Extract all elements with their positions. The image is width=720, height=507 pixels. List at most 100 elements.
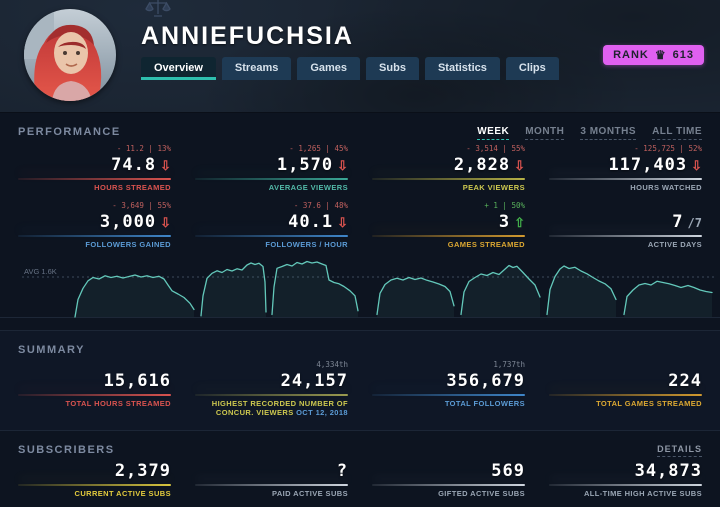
time-range-month[interactable]: MONTH (525, 126, 565, 140)
tab-games[interactable]: Games (297, 57, 361, 80)
stat-hours-watched: - 125,725 | 52% 117,403 ⇩ HOURS WATCHED (549, 144, 702, 192)
stat-value: 40.1 (288, 212, 334, 233)
stat-value: 74.8 (111, 155, 157, 175)
stat-change: - 11.2 | 13% (116, 144, 171, 153)
stat-change: - 125,725 | 52% (634, 144, 702, 153)
rank-label: RANK (613, 49, 649, 61)
tab-clips[interactable]: Clips (505, 57, 559, 80)
stat-value: 34,873 (634, 461, 702, 481)
stat-label: PAID ACTIVE SUBS (272, 489, 348, 498)
stat-value: 1,570 (276, 155, 334, 175)
stat-rank (549, 360, 702, 371)
stat-value: 3 (498, 212, 511, 233)
stat-underline (549, 484, 702, 486)
stat-underline (18, 178, 171, 180)
profile-tabs: Overview Streams Games Subs Statistics Clips (141, 57, 559, 80)
stat-average-viewers: - 1,265 | 45% 1,570 ⇩ AVERAGE VIEWERS (195, 144, 348, 192)
viewers-line-session (271, 260, 359, 316)
up-arrow-icon: ⇧ (514, 215, 525, 231)
stat-label: AVERAGE VIEWERS (268, 183, 348, 192)
time-range-week[interactable]: WEEK (477, 126, 510, 140)
stat-value-suffix: /7 (687, 216, 702, 231)
stat-change: - 3,649 | 55% (112, 201, 171, 211)
stat-change: + 1 | 50% (484, 201, 525, 211)
tab-streams[interactable]: Streams (221, 57, 292, 80)
stat-all-time-high-active-subs: 34,873 ALL-TIME HIGH ACTIVE SUBS (549, 461, 702, 498)
time-range-all-time[interactable]: ALL TIME (652, 126, 702, 140)
viewers-line-session (623, 280, 713, 316)
stat-underline (18, 235, 171, 238)
avg-label: AVG 1.6K (24, 267, 57, 276)
stat-value: 3,000 (99, 212, 157, 233)
stat-underline (372, 394, 525, 396)
stat-current-active-subs: 2,379 CURRENT ACTIVE SUBS (18, 461, 171, 498)
viewers-line-session (200, 262, 267, 317)
down-arrow-icon: ⇩ (160, 158, 171, 173)
stat-label: TOTAL GAMES STREAMED (596, 399, 702, 408)
stat-label: ALL-TIME HIGH ACTIVE SUBS (583, 489, 702, 498)
rank-badge[interactable]: RANK ♛ 613 (603, 45, 704, 65)
stat-label: PEAK VIEWERS (462, 183, 525, 192)
crown-icon: ♛ (654, 48, 667, 62)
stat-underline (372, 178, 525, 180)
profile-header: ANNIEFUCHSIA Overview Streams Games Subs Sta… (0, 0, 720, 113)
time-range-selector: WEEK MONTH 3 MONTHS ALL TIME (477, 126, 702, 140)
summary-section: SUMMARY 15,616 TOTAL HOURS STREAMED 4,334t… (0, 330, 720, 430)
stat-label: FOLLOWERS / HOUR (265, 240, 348, 250)
stat-date: OCT 12, 2018 (296, 408, 348, 418)
stat-label: GIFTED ACTIVE SUBS (438, 489, 525, 498)
avatar (24, 9, 116, 101)
stat-label: CURRENT ACTIVE SUBS (74, 489, 171, 498)
down-arrow-icon: ⇩ (514, 158, 525, 173)
scales-icon (145, 0, 171, 17)
stat-underline (549, 394, 702, 396)
stat-underline (18, 394, 171, 396)
stat-underline (195, 484, 348, 486)
stat-label: ACTIVE DAYS (647, 240, 702, 250)
stat-underline (195, 178, 348, 180)
stat-label: HOURS STREAMED (94, 183, 171, 192)
subscribers-section-label: SUBSCRIBERS (18, 444, 115, 456)
page-title: ANNIEFUCHSIA (141, 22, 354, 50)
viewers-line-session (460, 264, 541, 316)
stat-label: HOURS WATCHED (630, 183, 702, 192)
stat-label: FOLLOWERS GAINED (85, 240, 171, 250)
tab-subs[interactable]: Subs (366, 57, 419, 80)
performance-section-label: PERFORMANCE (18, 126, 121, 138)
stat-value: 224 (668, 371, 702, 391)
stat-value: 2,828 (453, 155, 511, 175)
stat-value: 15,616 (103, 371, 171, 391)
stat-active-days: 7/7 ACTIVE DAYS (549, 201, 702, 249)
stat-change: - 1,265 | 45% (289, 144, 348, 153)
stat-value: ? (336, 461, 348, 481)
stat-rank (18, 360, 171, 371)
tab-overview[interactable]: Overview (141, 57, 216, 80)
viewers-line-session (376, 276, 455, 316)
stat-underline (549, 178, 702, 180)
summary-section-label: SUMMARY (18, 344, 85, 356)
subscribers-stats-grid: 2,379 CURRENT ACTIVE SUBS? PAID ACTIVE SUB… (18, 461, 702, 507)
stat-change (549, 201, 702, 212)
performance-stats-grid: - 11.2 | 13% 74.8 ⇩ HOURS STREAMED - 1,265 |… (18, 144, 702, 259)
time-range-3-months[interactable]: 3 MONTHS (580, 126, 637, 140)
stat-underline (195, 235, 348, 238)
rank-value: 613 (672, 49, 694, 61)
details-link[interactable]: DETAILS (657, 444, 702, 457)
stat-value: 2,379 (114, 461, 171, 481)
summary-stats-grid: 15,616 TOTAL HOURS STREAMED 4,334th 24,157 H… (18, 360, 702, 427)
down-arrow-icon: ⇩ (337, 158, 348, 173)
stat-value: 356,679 (446, 371, 525, 391)
stat-total-hours-streamed: 15,616 TOTAL HOURS STREAMED (18, 360, 171, 418)
stat-label: TOTAL FOLLOWERS (444, 399, 525, 408)
viewers-chart: AVG 1.6K (0, 255, 720, 325)
stat-underline (372, 235, 525, 238)
stat-label: TOTAL HOURS STREAMED (65, 399, 171, 408)
stat-gifted-active-subs: 569 GIFTED ACTIVE SUBS (372, 461, 525, 498)
tab-statistics[interactable]: Statistics (424, 57, 500, 80)
stat-value: 569 (491, 461, 525, 481)
stat-total-followers: 1,737th 356,679 TOTAL FOLLOWERS (372, 360, 525, 418)
stat-underline (372, 484, 525, 486)
stat-underline (549, 235, 702, 238)
stat-rank: 1,737th (493, 360, 525, 369)
